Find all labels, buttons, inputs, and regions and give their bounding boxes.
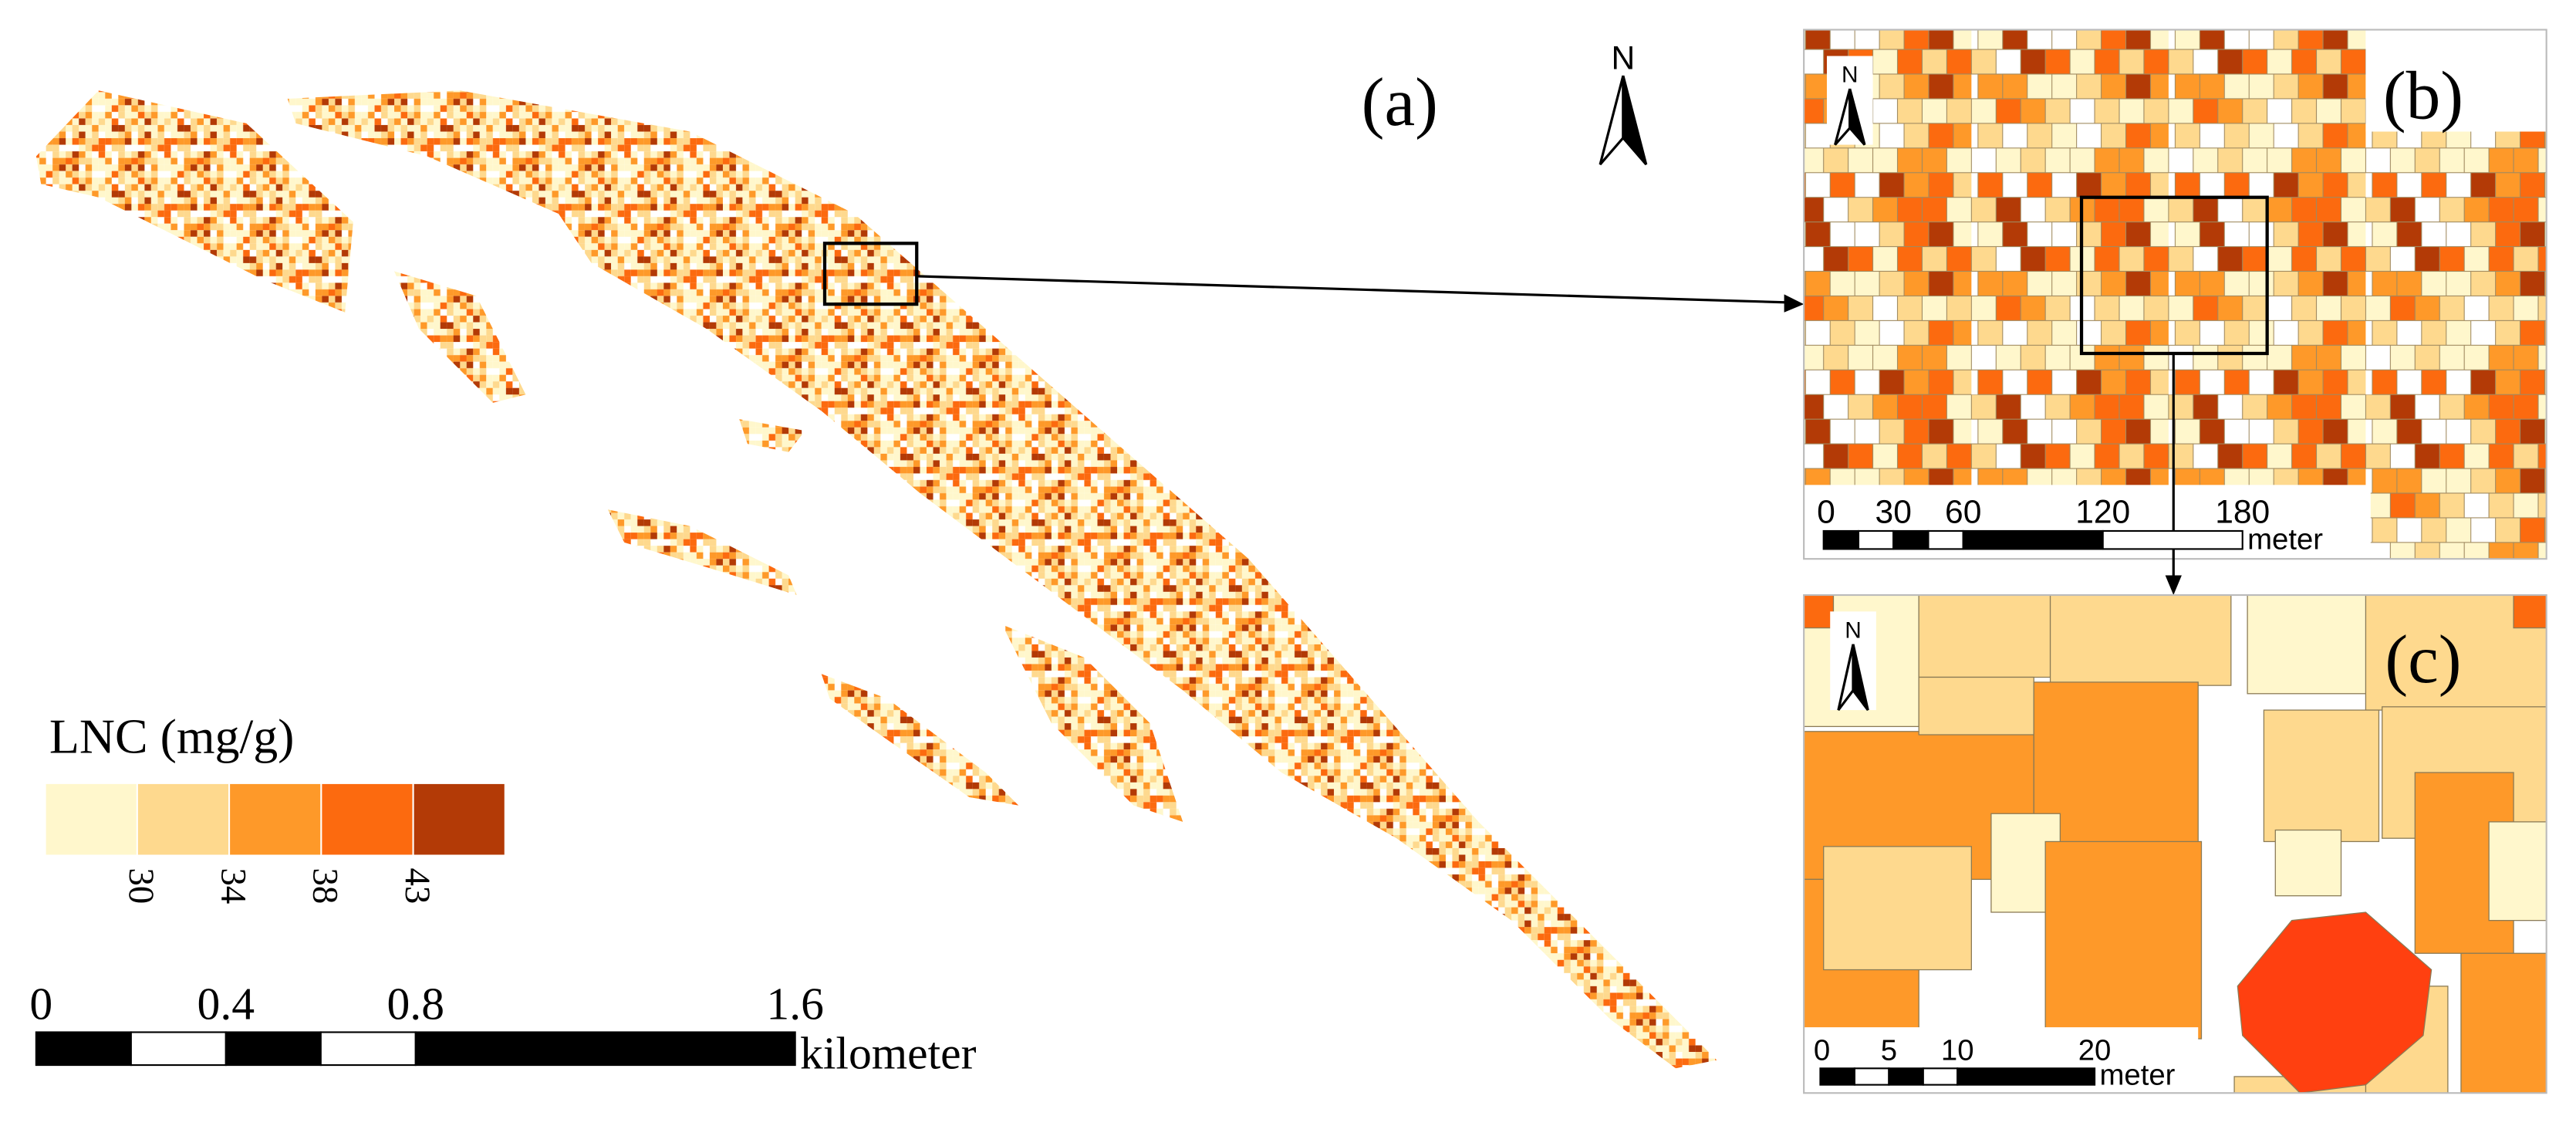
scalebar-segment (1819, 1067, 1855, 1086)
map-fill (35, 90, 1717, 1069)
north-label: N (1845, 617, 1862, 643)
parcel (1804, 595, 1835, 629)
parcel (2049, 595, 2232, 686)
parcel (2247, 595, 2380, 695)
parcel (2460, 952, 2547, 1094)
scalebar-tick: 10 (1941, 1034, 1974, 1067)
scalebar-tick: 0.4 (198, 978, 255, 1029)
north-label: N (1612, 40, 1636, 77)
panel-frame (1803, 593, 2547, 1094)
parcel (1918, 676, 2034, 735)
north-label: N (1842, 63, 1859, 88)
scalebar-segment (1857, 529, 1895, 550)
scalebar-unit: meter (2099, 1059, 2175, 1092)
panel-frame (1803, 29, 2547, 560)
scalebar-segment (2102, 529, 2243, 550)
scalebar-tick: 180 (2215, 493, 2270, 530)
scalebar-tick: 20 (2078, 1034, 2112, 1067)
parcel (2237, 911, 2433, 1094)
north-arrow (1852, 644, 1869, 712)
scalebar-segment (1853, 1067, 1890, 1086)
parcel (2274, 829, 2342, 897)
scalebar-segment (1892, 529, 1929, 550)
scalebar-tick: 0 (29, 978, 52, 1029)
legend-swatch (414, 783, 505, 855)
scalebar-segment (1927, 529, 1964, 550)
legend-swatch (322, 783, 413, 855)
scalebar-segment (1962, 529, 2104, 550)
legend-break: 30 (121, 868, 161, 905)
north-arrow (1599, 75, 1625, 166)
scalebar-tick: 0 (1817, 493, 1835, 530)
scalebar-segment (1888, 1067, 1924, 1086)
legend-break: 43 (397, 868, 437, 905)
legend-title: LNC (mg/g) (49, 708, 295, 763)
legend-swatch (230, 783, 321, 855)
north-arrow (1622, 75, 1648, 166)
scalebar-tick: 0 (1814, 1034, 1830, 1067)
scalebar-unit: meter (2247, 522, 2323, 556)
scalebar-tick: 1.6 (766, 978, 824, 1029)
scalebar-segment (1822, 529, 1860, 550)
parcel (2044, 840, 2203, 1040)
map-c (1804, 595, 2547, 1094)
panel-label: (b) (2383, 57, 2463, 134)
legend-swatch (46, 783, 137, 855)
scalebar-segment (414, 1031, 796, 1067)
scalebar-segment (319, 1031, 417, 1067)
legend-swatch (137, 783, 228, 855)
arrow-head (2165, 575, 2182, 596)
scalebar-tick: 60 (1945, 493, 1981, 530)
scalebar-tick: 0.8 (387, 978, 444, 1029)
panel-label: (c) (2385, 621, 2461, 698)
scalebar-unit: kilometer (800, 1027, 977, 1078)
scalebar-segment (1922, 1067, 1959, 1086)
scalebar-segment (130, 1031, 227, 1067)
parcel (2033, 681, 2199, 847)
parcel (1918, 595, 2051, 678)
arrow-head (1784, 294, 1805, 313)
parcel (2513, 595, 2547, 629)
parcel (1823, 846, 1972, 971)
map-a (35, 90, 1717, 1069)
parcel (2488, 821, 2547, 921)
scalebar-segment (35, 1031, 132, 1067)
zoom-box (822, 242, 919, 306)
label-bg (2365, 29, 2547, 132)
scalebar-tick: 30 (1875, 493, 1912, 530)
legend-break: 34 (213, 868, 253, 905)
scalebar-tick: 120 (2075, 493, 2130, 530)
legend-break: 38 (306, 868, 346, 905)
parcel (2263, 709, 2380, 843)
scalebar-segment (1956, 1067, 2096, 1086)
panel-label: (a) (1362, 64, 1438, 140)
arrow-line (917, 275, 1791, 304)
scalebar-tick: 5 (1881, 1034, 1897, 1067)
north-arrow (1848, 88, 1866, 146)
scalebar-segment (225, 1031, 322, 1067)
